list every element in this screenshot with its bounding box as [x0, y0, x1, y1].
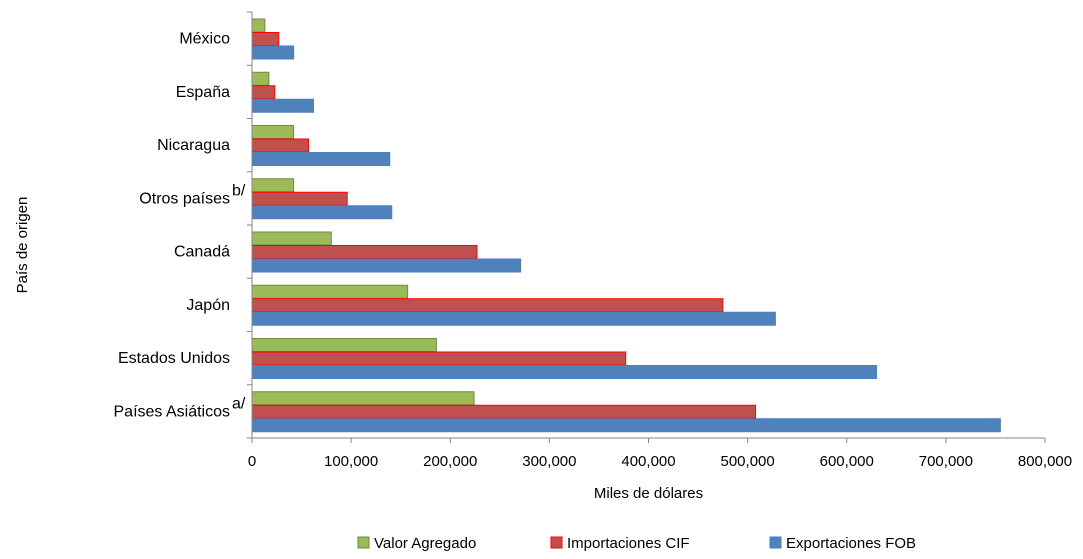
bar-importaciones-cif-espana — [251, 85, 276, 100]
y-tick-label-nicaragua: Nicaragua — [157, 137, 230, 154]
bar-exportaciones-fob-estados-unidos — [251, 365, 877, 379]
bar-valor-agregado-nicaragua — [251, 125, 295, 139]
bars-group — [251, 18, 1001, 433]
bar-importaciones-cif-japon — [251, 298, 724, 313]
legend-item-importaciones-cif: Importaciones CIF — [550, 535, 690, 552]
x-tick-label-5: 500,000 — [721, 453, 775, 470]
labels-group: Países Asiáticos a/Estados Unidos Japón Can… — [114, 31, 1073, 470]
bar-importaciones-cif-mexico — [251, 32, 280, 46]
x-tick-label-8: 800,000 — [1018, 453, 1072, 470]
bar-valor-agregado-espana — [251, 71, 270, 86]
legend-swatch-exportaciones-fob — [769, 536, 782, 549]
x-tick-label-3: 300,000 — [522, 453, 576, 470]
bar-importaciones-cif-paises-asiaticos — [251, 404, 757, 419]
bar-exportaciones-fob-mexico — [251, 45, 295, 60]
bar-valor-agregado-canada — [251, 231, 332, 246]
x-tick-label-4: 400,000 — [621, 453, 675, 470]
x-tick-label-1: 100,000 — [324, 453, 378, 470]
y-tick-superscript-otros-paises: b/ — [232, 182, 246, 199]
x-tick-label-2: 200,000 — [423, 453, 477, 470]
bar-exportaciones-fob-paises-asiaticos — [251, 418, 1001, 433]
x-tick-label-7: 700,000 — [919, 453, 973, 470]
bar-valor-agregado-otros-paises — [251, 178, 295, 193]
bar-valor-agregado-mexico — [251, 18, 266, 33]
legend-label-valor-agregado: Valor Agregado — [374, 535, 476, 552]
bar-exportaciones-fob-espana — [251, 98, 314, 113]
legend-item-valor-agregado: Valor Agregado — [357, 535, 476, 552]
ticks-group — [247, 11, 1046, 443]
bar-importaciones-cif-nicaragua — [251, 138, 310, 153]
bar-valor-agregado-estados-unidos — [251, 338, 437, 352]
legend-label-exportaciones-fob: Exportaciones FOB — [786, 535, 916, 552]
y-tick-superscript-paises-asiaticos: a/ — [232, 395, 246, 412]
y-tick-label-espana: España — [176, 84, 230, 101]
legend-label-importaciones-cif: Importaciones CIF — [567, 535, 690, 552]
bar-importaciones-cif-estados-unidos — [251, 351, 627, 366]
x-axis-title: Miles de dólares — [594, 485, 703, 502]
bar-exportaciones-fob-canada — [251, 258, 522, 273]
y-axis-title: País de origen — [14, 197, 31, 294]
y-tick-label-japon: Japón — [186, 297, 230, 314]
legend-swatch-importaciones-cif — [550, 536, 563, 549]
bar-importaciones-cif-canada — [251, 245, 478, 259]
bar-valor-agregado-japon — [251, 284, 409, 299]
bar-exportaciones-fob-otros-paises — [251, 205, 393, 220]
y-tick-label-canada: Canadá — [174, 244, 230, 261]
bar-exportaciones-fob-japon — [251, 311, 776, 326]
bar-exportaciones-fob-nicaragua — [251, 152, 391, 166]
x-tick-label-0: 0 — [248, 453, 256, 470]
y-tick-label-paises-asiaticos: Países Asiáticos — [114, 403, 231, 420]
y-tick-label-otros-paises: Otros países — [139, 190, 230, 207]
legend-swatch-valor-agregado — [357, 536, 370, 549]
y-tick-label-mexico: México — [179, 31, 230, 48]
bar-valor-agregado-paises-asiaticos — [251, 391, 475, 406]
x-tick-label-6: 600,000 — [820, 453, 874, 470]
legend-item-exportaciones-fob: Exportaciones FOB — [769, 535, 916, 552]
legend: Valor Agregado Importaciones CIF Exportaci… — [357, 535, 916, 552]
bar-importaciones-cif-otros-paises — [251, 191, 348, 206]
y-tick-label-estados-unidos: Estados Unidos — [118, 350, 230, 367]
